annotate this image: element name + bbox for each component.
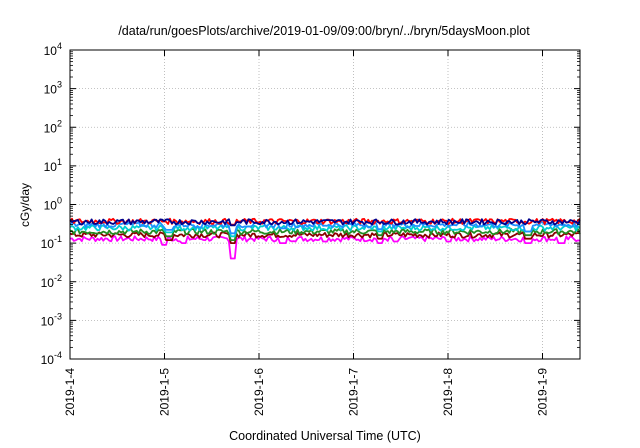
series-line bbox=[69, 218, 581, 227]
x-tick-label: 2019-1-9 bbox=[536, 368, 550, 416]
x-tick-label: 2019-1-6 bbox=[252, 368, 266, 416]
chart-title: /data/run/goesPlots/archive/2019-01-09/0… bbox=[118, 24, 530, 38]
y-tick-label: 100 bbox=[44, 196, 62, 213]
y-tick-label: 104 bbox=[44, 41, 62, 58]
y-axis-label: cGy/day bbox=[18, 183, 32, 227]
y-tick-label: 10-2 bbox=[41, 273, 62, 290]
series-line bbox=[69, 235, 581, 260]
x-tick-label: 2019-1-7 bbox=[347, 368, 361, 416]
y-tick-label: 10-3 bbox=[41, 311, 62, 328]
y-tick-label: 101 bbox=[44, 157, 62, 174]
grid bbox=[70, 50, 580, 359]
series-lines bbox=[69, 217, 581, 260]
y-tick-label: 10-4 bbox=[41, 350, 62, 367]
y-tick-label: 102 bbox=[44, 118, 62, 135]
y-tick-label: 10-1 bbox=[41, 234, 62, 251]
x-axis-ticks: 2019-1-4 2019-1-5 2019-1-6 2019-1-7 2019-1-8… bbox=[63, 50, 550, 416]
x-axis-label: Coordinated Universal Time (UTC) bbox=[229, 429, 421, 443]
x-tick-label: 2019-1-8 bbox=[441, 368, 455, 416]
series-line bbox=[69, 221, 581, 235]
y-axis-ticks: 10-4 10-3 10-2 10-1 100 101 102 103 104 bbox=[41, 41, 580, 367]
x-tick-label: 2019-1-5 bbox=[158, 368, 172, 416]
y-tick-label: 103 bbox=[44, 80, 62, 97]
x-tick-label: 2019-1-4 bbox=[63, 368, 77, 416]
